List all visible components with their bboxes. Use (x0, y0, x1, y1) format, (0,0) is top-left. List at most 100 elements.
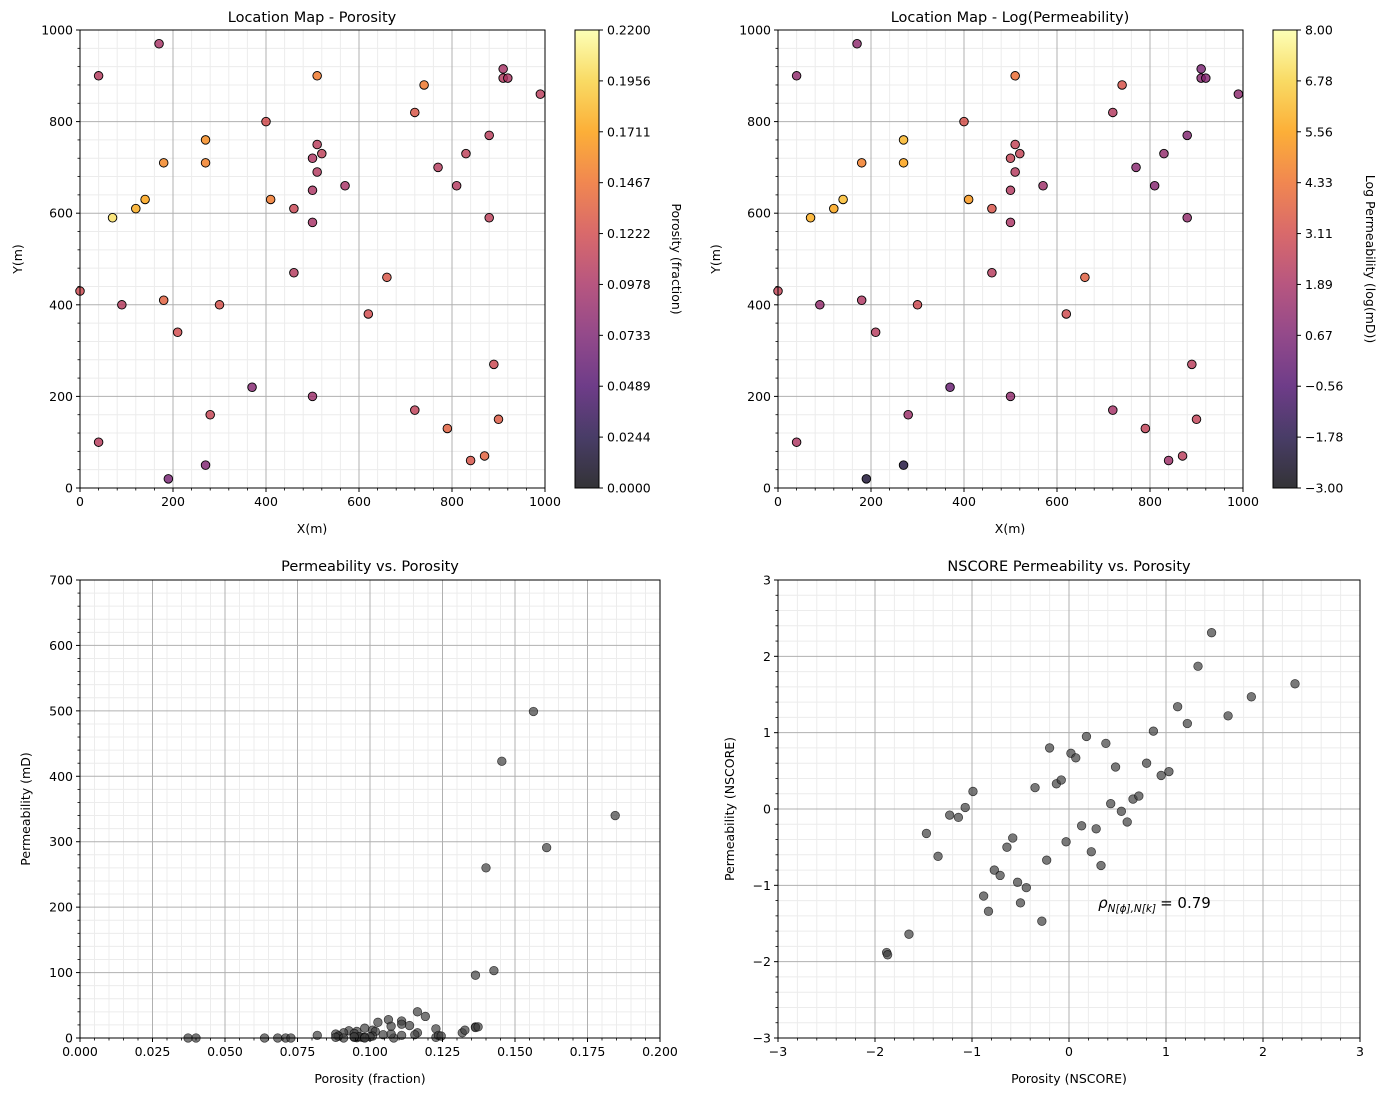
well-point (1201, 73, 1211, 83)
y-tick-label: 0 (65, 1031, 73, 1046)
nscore-point (953, 812, 964, 823)
y-tick-label: 400 (49, 297, 73, 312)
well-point (205, 409, 215, 420)
x-tick-label: 0 (774, 494, 782, 509)
well-point (214, 300, 225, 310)
y-tick-label: 1000 (739, 23, 771, 38)
well-point (465, 455, 476, 466)
x-tick-label: −3 (769, 1044, 787, 1059)
well-point (312, 167, 322, 177)
well-point (140, 194, 150, 205)
nscore-point (1015, 898, 1026, 908)
well-point (451, 180, 462, 191)
y-tick-label: −3 (753, 1031, 771, 1046)
nscore-point (933, 851, 943, 861)
colorbar-tick-label: 0.0733 (607, 328, 651, 343)
y-tick-label: 1 (763, 725, 771, 740)
nscore-ylabel: Permeability (NSCORE) (722, 737, 737, 881)
well-point (898, 135, 909, 145)
perm-por-point (528, 706, 539, 717)
x-tick-label: 1000 (1227, 494, 1259, 509)
well-point (503, 73, 513, 83)
nscore-point (968, 786, 978, 797)
nscore-point (1193, 661, 1203, 671)
well-point (312, 71, 322, 81)
nscore-point (1056, 775, 1066, 785)
rho-value: = 0.79 (1160, 894, 1211, 912)
y-tick-label: 400 (747, 297, 771, 312)
y-tick-label: 3 (763, 573, 771, 588)
y-tick-label: 600 (747, 206, 771, 221)
y-tick-label: 100 (49, 965, 73, 980)
nscore-point (1044, 743, 1055, 753)
perm-vs-por-title: Permeability vs. Porosity (281, 559, 459, 575)
perm-por-point (349, 1032, 359, 1042)
colorbar-tick-label: 0.2200 (607, 23, 651, 38)
colorbar-tick-label: 4.33 (1305, 175, 1333, 190)
nscore-point (1030, 782, 1040, 793)
nscore-point (983, 906, 994, 916)
colorbar-tick-label: −0.56 (1305, 379, 1343, 394)
well-point (898, 158, 909, 168)
perm-por-point (436, 1031, 446, 1041)
well-point (987, 267, 997, 278)
well-point (484, 130, 494, 141)
well-point (307, 391, 318, 402)
perm-por-point (373, 1017, 383, 1027)
well-point (903, 409, 913, 420)
well-point (535, 89, 546, 99)
well-point (1196, 64, 1206, 74)
well-point (312, 139, 322, 150)
well-point (419, 80, 429, 90)
well-point (117, 300, 127, 310)
colorbar-tick-label: 0.0000 (607, 481, 651, 496)
well-point (154, 38, 164, 49)
nscore-point (1012, 877, 1023, 887)
well-point (247, 382, 257, 392)
x-tick-label: 200 (859, 494, 883, 509)
well-point (1140, 423, 1151, 434)
rho-symbol: ρ (1098, 894, 1108, 912)
perm-por-point (404, 1020, 415, 1031)
well-point (1177, 451, 1188, 461)
perm-por-point (412, 1007, 423, 1017)
perm-por-point (489, 965, 499, 976)
y-tick-label: 200 (747, 389, 771, 404)
well-point (1187, 359, 1197, 370)
x-tick-label: −1 (963, 1044, 981, 1059)
well-point (898, 460, 909, 470)
perm-por-point (497, 756, 507, 766)
well-point (158, 158, 169, 168)
well-point (838, 194, 848, 205)
well-point (93, 437, 104, 447)
porosity-map-panel: Location Map - Porosity 0 200 400 600 800 100… (10, 10, 684, 536)
nscore-point (921, 828, 932, 839)
well-point (1191, 414, 1202, 425)
nscore-point (1206, 628, 1217, 638)
nscore-point (1110, 762, 1121, 772)
y-tick-label: 200 (49, 900, 73, 915)
perm-por-point (473, 1022, 483, 1032)
colorbar-tick-label: 0.1956 (607, 73, 651, 88)
x-tick-label: 400 (952, 494, 976, 509)
well-point (172, 327, 183, 338)
nscore-point (1134, 791, 1144, 801)
colorbar-tick-label: 6.78 (1305, 73, 1333, 88)
nscore-point (1148, 726, 1159, 736)
colorbar-tick-label: 0.67 (1305, 328, 1333, 343)
nscore-point (1223, 711, 1233, 721)
y-tick-label: 600 (49, 206, 73, 221)
nscore-point (1164, 766, 1174, 777)
logperm-map-title: Location Map - Log(Permeability) (891, 10, 1130, 26)
x-tick-label: 0.200 (642, 1044, 678, 1059)
well-point (307, 185, 318, 196)
y-tick-label: 2 (763, 649, 771, 664)
well-point (1010, 71, 1020, 81)
colorbar-tick-label: 3.11 (1305, 226, 1333, 241)
nscore-title: NSCORE Permeability vs. Porosity (947, 559, 1191, 575)
well-point (815, 300, 825, 310)
well-point (870, 327, 881, 338)
y-tick-label: 800 (49, 114, 73, 129)
x-tick-label: 0 (76, 494, 84, 509)
colorbar-tick-label: 0.0244 (607, 430, 651, 445)
